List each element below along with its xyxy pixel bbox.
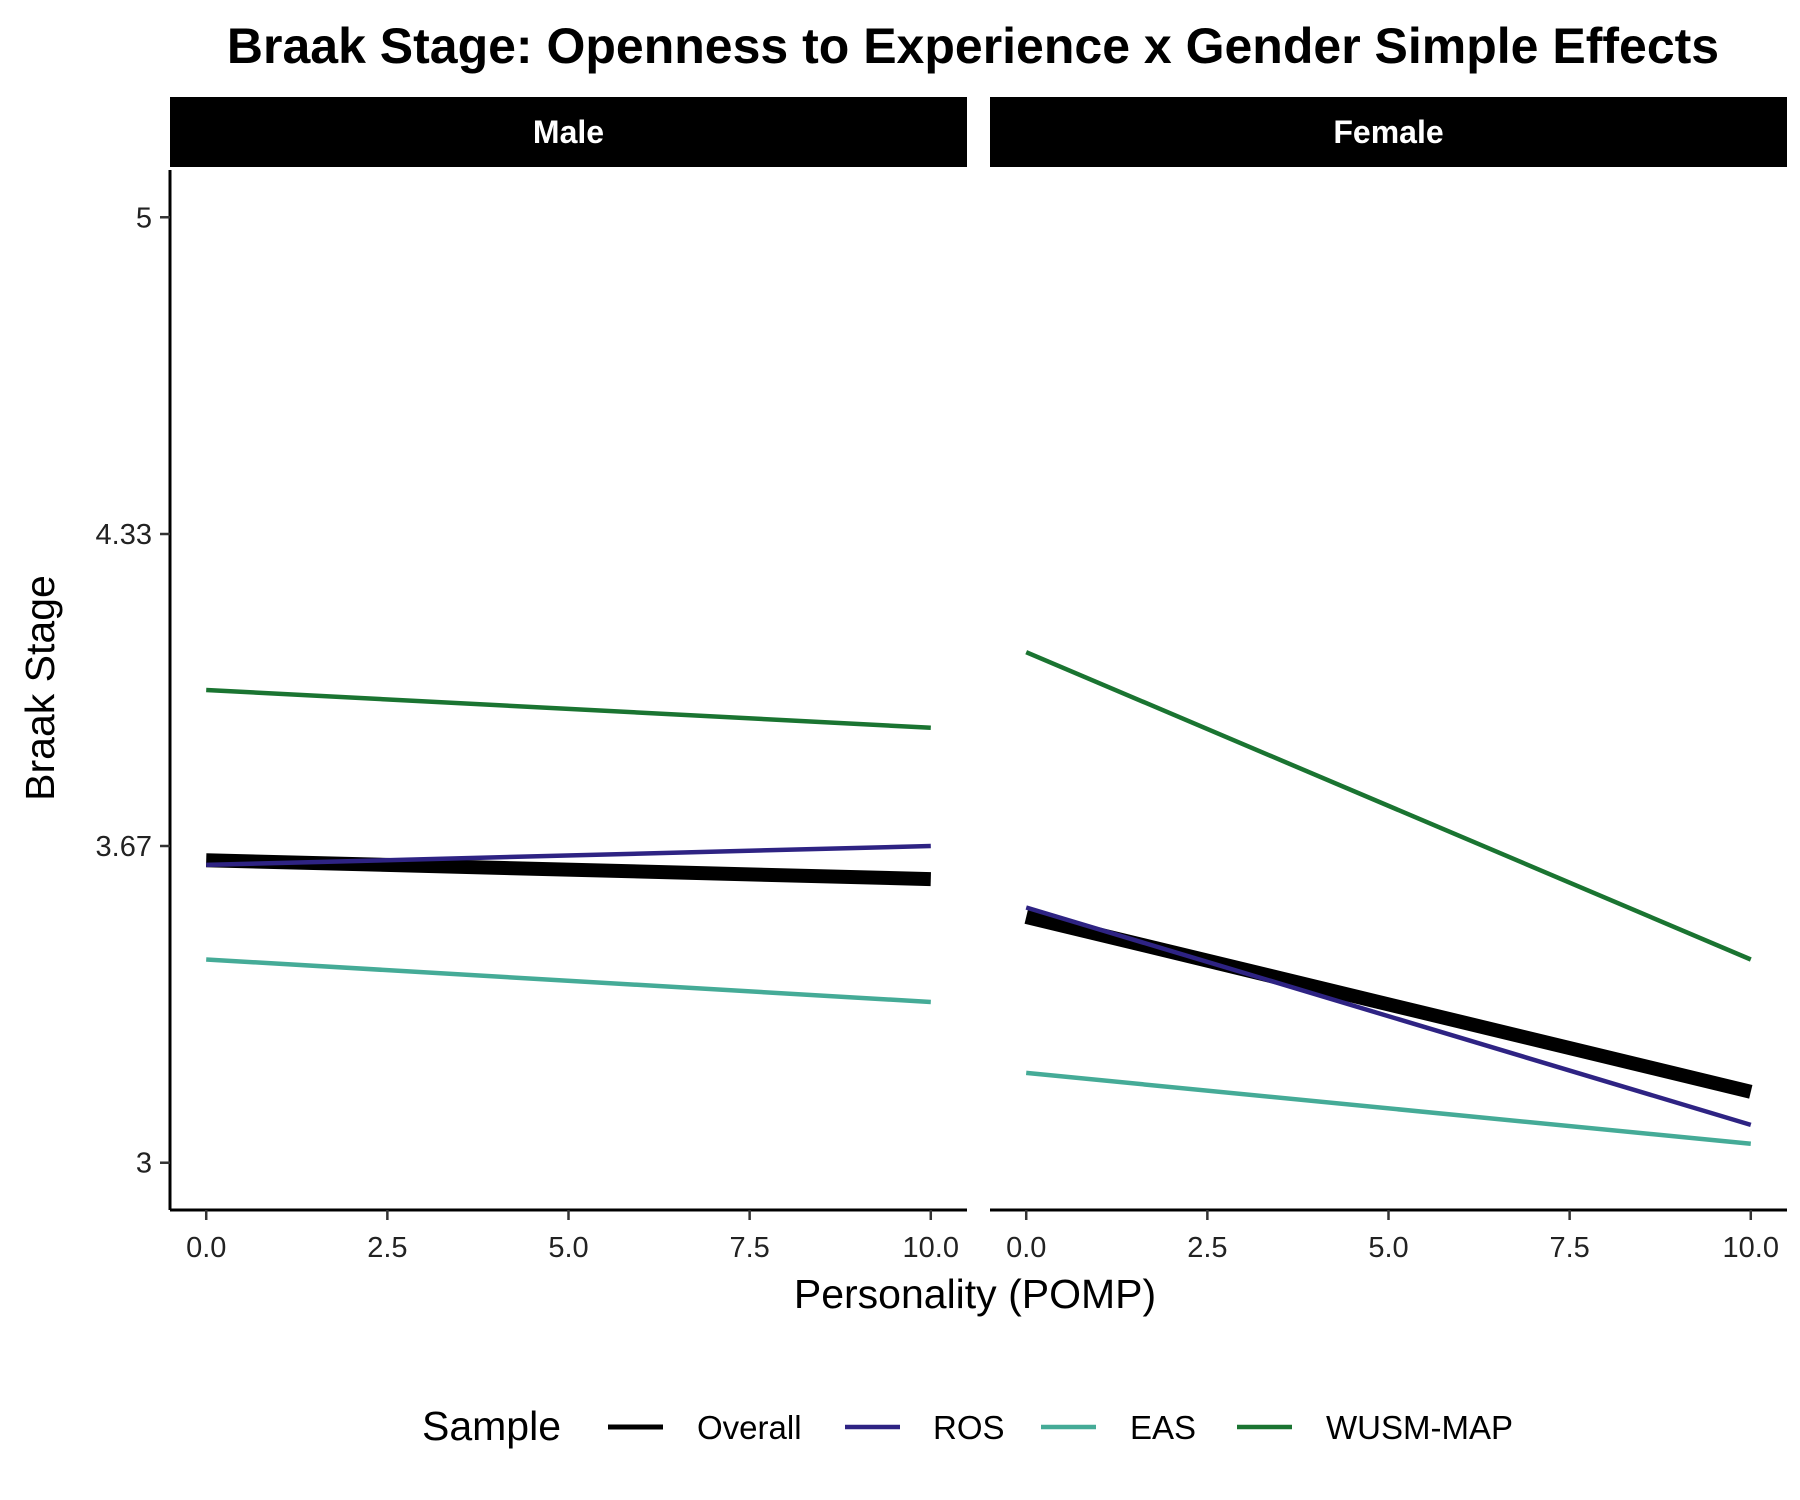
y-tick-label: 5 <box>136 202 152 234</box>
y-tick-label: 3 <box>136 1148 152 1180</box>
legend: Sample Overall ROS EAS WUSM-MAP <box>422 1403 1513 1449</box>
strip-label-female: Female <box>1333 114 1443 150</box>
chart-title: Braak Stage: Openness to Experience x Ge… <box>227 18 1719 74</box>
y-axis-title: Braak Stage <box>17 575 63 801</box>
series-line-wusm-map-female <box>1025 650 1752 962</box>
x-tick-label-male: 5.0 <box>548 1232 588 1264</box>
series-line-ros-female <box>1025 905 1752 1128</box>
strip-female <box>990 97 1787 167</box>
x-axis-title: Personality (POMP) <box>794 1271 1156 1317</box>
x-tick-label-female: 7.5 <box>1549 1232 1589 1264</box>
series-line-eas-female <box>1025 1070 1752 1147</box>
legend-label-eas: EAS <box>1130 1409 1196 1446</box>
legend-label-overall: Overall <box>697 1409 802 1446</box>
legend-label-ros: ROS <box>933 1409 1005 1446</box>
strip-label-male: Male <box>533 114 604 150</box>
series-line-overall-female <box>1024 910 1753 1099</box>
x-tick-label-female: 0.0 <box>1006 1232 1046 1264</box>
legend-label-wusm-map: WUSM-MAP <box>1326 1409 1513 1446</box>
x-tick-label-female: 2.5 <box>1187 1232 1227 1264</box>
x-tick-label-male: 2.5 <box>367 1232 407 1264</box>
x-tick-label-female: 10.0 <box>1723 1232 1779 1264</box>
series-line-ros-male <box>206 843 931 868</box>
legend-title: Sample <box>422 1403 561 1449</box>
x-tick-label-male: 10.0 <box>903 1232 959 1264</box>
panel-male: Male 0.0 2.5 5.0 7.5 10.0 <box>170 97 967 1264</box>
series-line-wusm-map-male <box>206 687 931 731</box>
x-tick-label-male: 0.0 <box>186 1232 226 1264</box>
facet-panels: Male 0.0 2.5 5.0 7.5 10.0 Female 0.0 2.5 5.0 7.5 10… <box>170 97 1787 1264</box>
x-tick-label-male: 7.5 <box>729 1232 769 1264</box>
series-line-eas-male <box>206 957 931 1005</box>
strip-male <box>170 97 967 167</box>
panel-female: Female 0.0 2.5 5.0 7.5 10.0 <box>990 97 1787 1264</box>
x-tick-label-female: 5.0 <box>1368 1232 1408 1264</box>
y-tick-label: 4.33 <box>96 519 152 551</box>
y-tick-label: 3.67 <box>96 831 152 863</box>
y-axis: 3 3.67 4.33 5 <box>96 170 172 1210</box>
